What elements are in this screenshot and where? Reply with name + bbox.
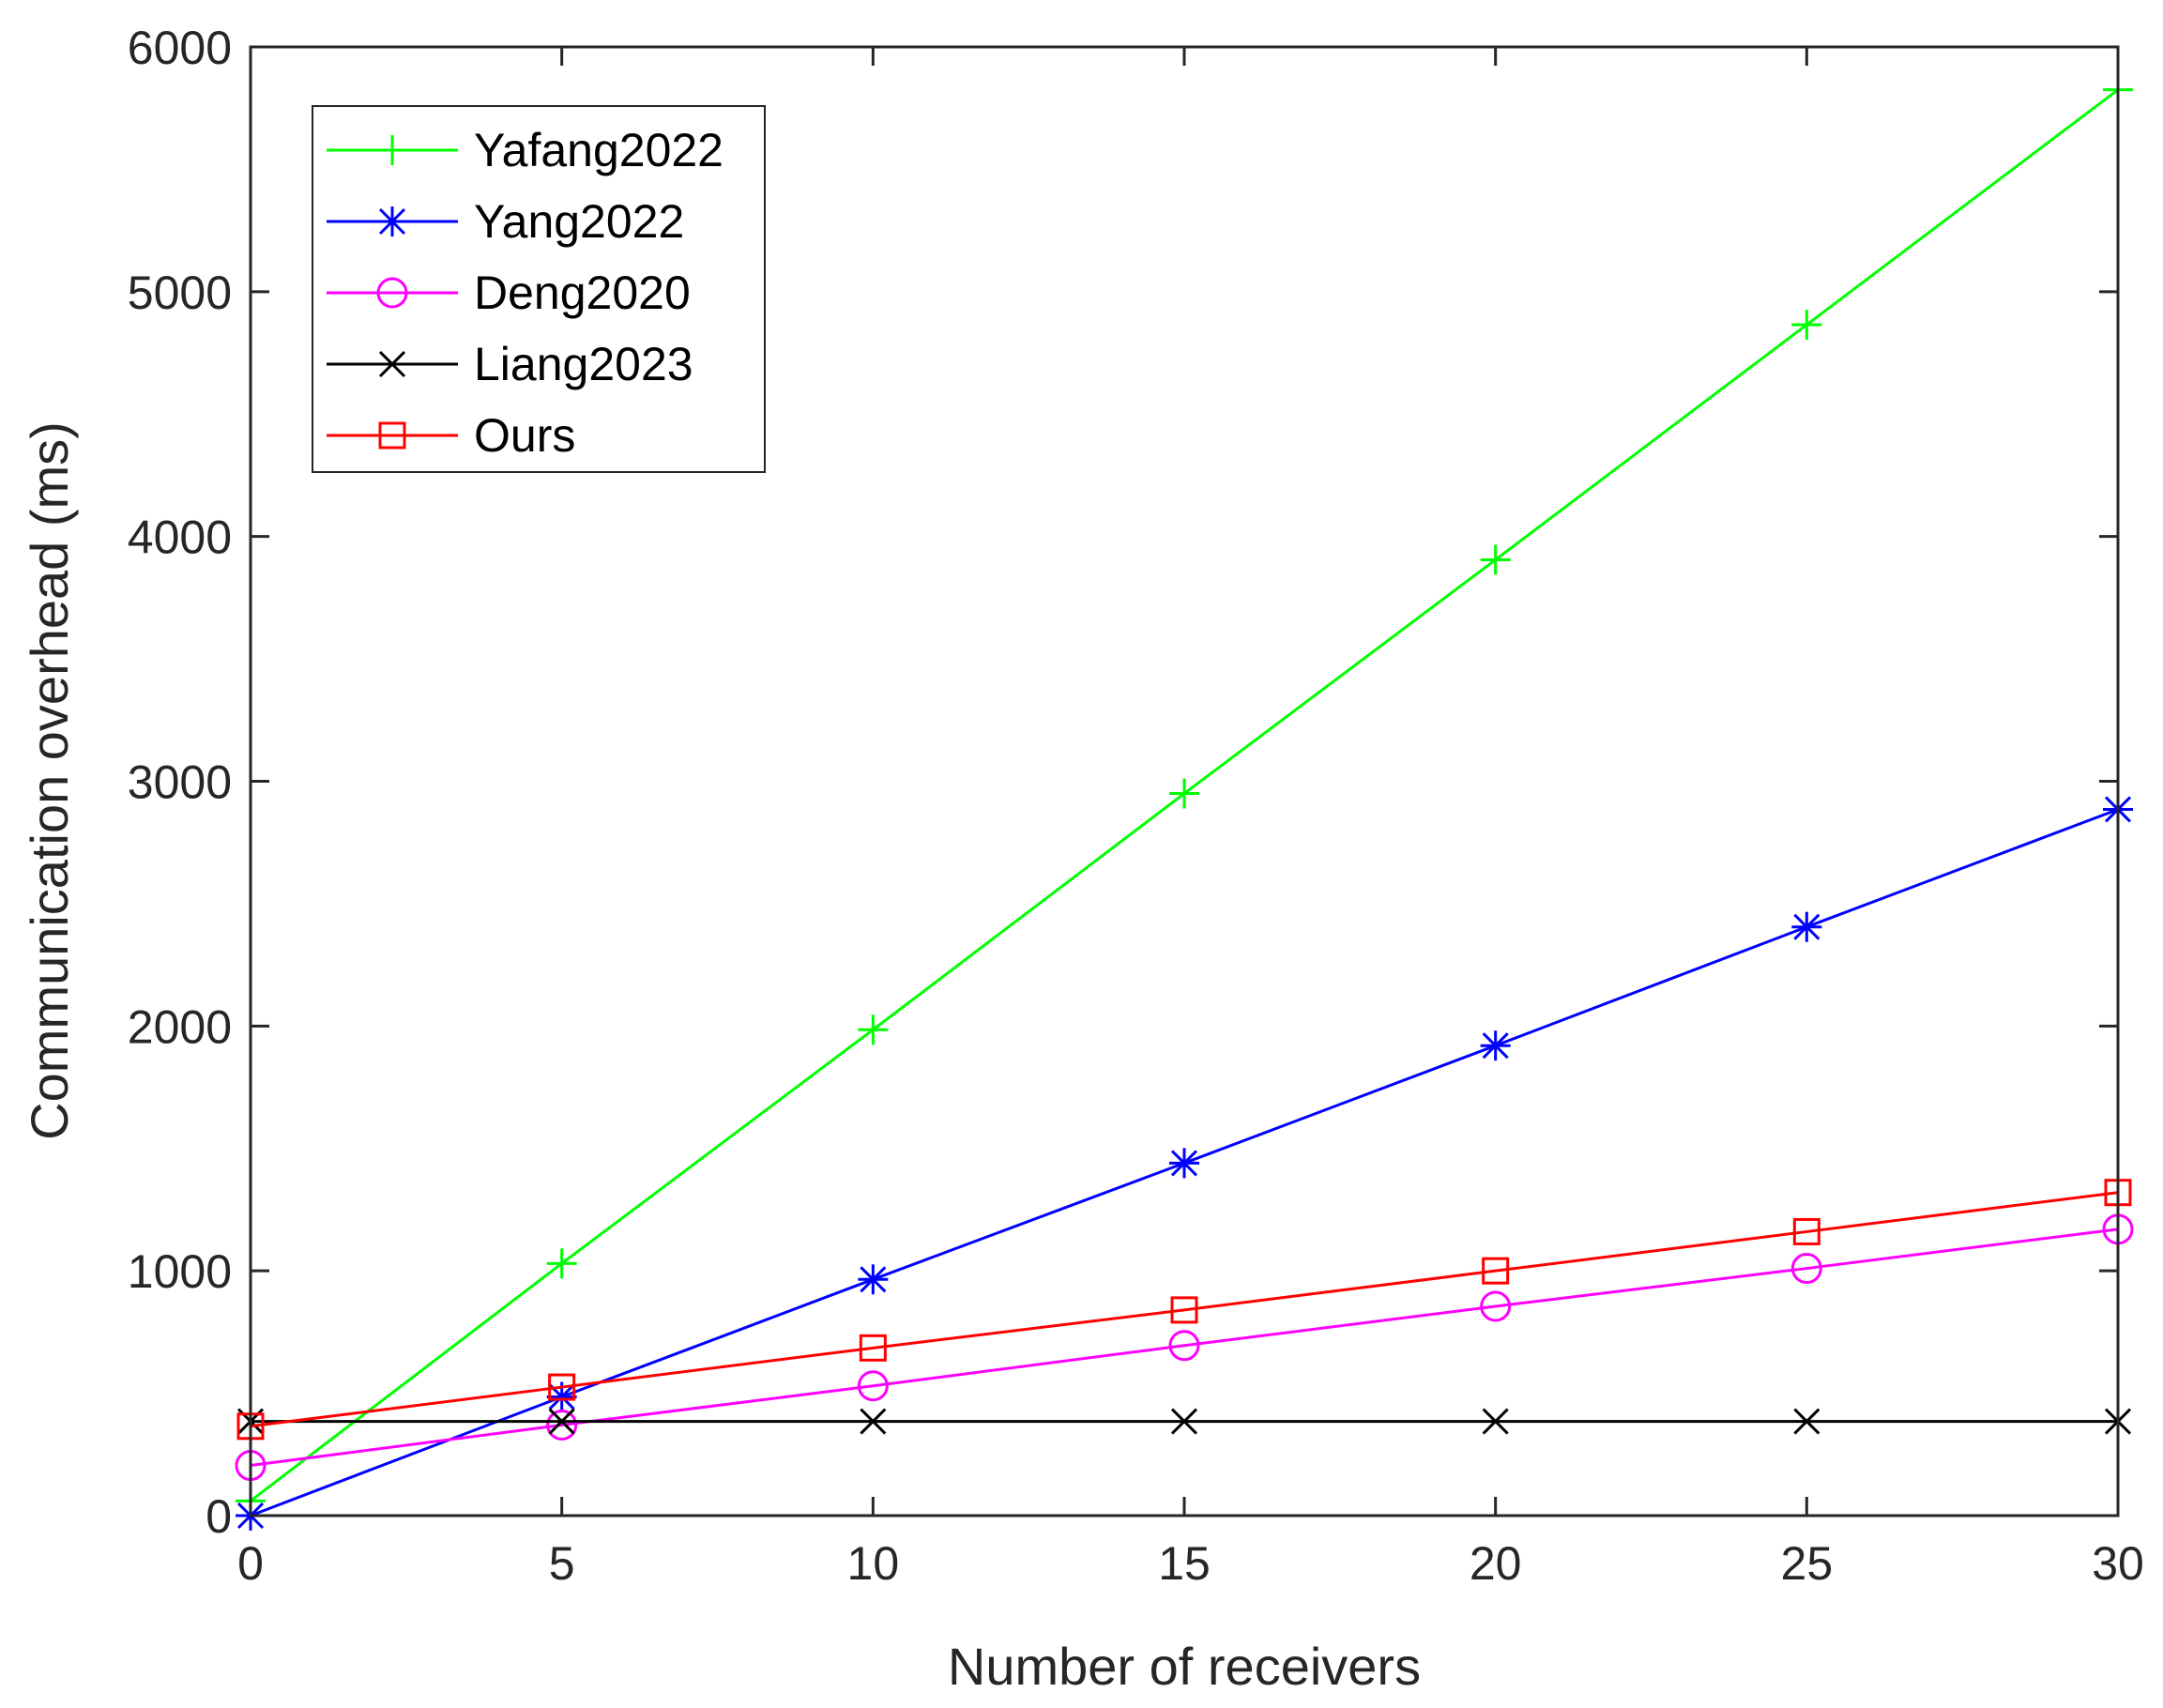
data-point-liang2023 (548, 1408, 575, 1435)
y-tick-label: 2000 (128, 1000, 232, 1053)
data-point-liang2023-b (860, 1408, 887, 1435)
data-point-liang2023-b (1170, 1408, 1198, 1435)
x-tick-label: 15 (1158, 1537, 1211, 1590)
legend-marker-ours (378, 421, 406, 450)
data-point-ours (1482, 1257, 1510, 1285)
legend-label-ours: Ours (474, 409, 575, 462)
data-point-yafang2022 (1791, 310, 1822, 341)
legend-entry-ours: Ours (327, 409, 575, 462)
data-point-yang2022 (1480, 1030, 1511, 1061)
y-tick-label: 1000 (128, 1245, 232, 1298)
data-point-yang2022-b (1793, 913, 1820, 940)
data-point-liang2023-b (1482, 1408, 1509, 1435)
legend-label-yang2022: Yang2022 (474, 195, 684, 248)
y-tick-label: 0 (206, 1490, 232, 1543)
x-tick-label: 20 (1470, 1537, 1522, 1590)
legend: Yafang2022 Yang2022 Deng2020 Liang2023 Ours (312, 105, 766, 473)
data-point-liang2023 (1482, 1408, 1509, 1435)
series-deng2020 (235, 1213, 2134, 1482)
data-point-yang2022-b (860, 1266, 887, 1293)
data-point-deng2020-ring (1790, 1253, 1822, 1285)
x-tick-label: 25 (1781, 1537, 1834, 1590)
data-point-ours (548, 1373, 576, 1401)
data-point-liang2023 (1793, 1408, 1820, 1435)
x-tick-label: 0 (237, 1537, 264, 1590)
data-point-liang2023 (860, 1408, 887, 1435)
series-line-ours (250, 1191, 2119, 1428)
data-point-yafang2022 (858, 1014, 889, 1045)
ticks-layer: 0 5 10 15 20 25 30 0 1000 2000 3000 4000 5000 6000 (128, 22, 2144, 1590)
data-point-ours (859, 1334, 887, 1362)
data-point-ours-box (548, 1373, 576, 1401)
data-point-deng2020-ring (1168, 1330, 1200, 1362)
data-point-yang2022 (858, 1264, 889, 1295)
legend-entry-yang2022: Yang2022 (327, 195, 684, 248)
y-tick-label: 4000 (128, 511, 232, 564)
legend-box (312, 105, 766, 473)
data-point-yafang2022 (546, 1248, 577, 1279)
data-point-deng2020 (1480, 1290, 1512, 1322)
data-point-deng2020 (546, 1409, 578, 1441)
x-tick-label: 30 (2092, 1537, 2144, 1590)
data-point-ours (1792, 1217, 1820, 1245)
data-point-yang2022-b (548, 1383, 575, 1411)
data-point-yang2022 (1169, 1148, 1199, 1179)
y-tick-label: 6000 (128, 22, 232, 74)
series-line-deng2020 (250, 1228, 2119, 1468)
legend-entry-liang2023: Liang2023 (327, 338, 693, 390)
data-point-ours-box (1170, 1296, 1198, 1324)
legend-label-deng2020: Deng2020 (474, 267, 691, 319)
data-point-yang2022-b (1170, 1150, 1198, 1177)
data-point-yafang2022 (1169, 778, 1199, 809)
y-tick-label: 5000 (128, 267, 232, 319)
x-tick-label: 5 (549, 1537, 575, 1590)
data-point-liang2023-b (1793, 1408, 1820, 1435)
legend-label-yafang2022: Yafang2022 (474, 124, 724, 176)
x-tick-label: 10 (847, 1537, 900, 1590)
data-point-ours-box (1792, 1217, 1820, 1245)
data-point-deng2020 (857, 1370, 889, 1402)
legend-entry-deng2020: Deng2020 (327, 267, 691, 319)
legend-marker-yang2022-b (378, 207, 406, 236)
data-point-ours-box (1482, 1257, 1510, 1285)
data-point-liang2023-b (548, 1408, 575, 1435)
data-point-yang2022-b (1482, 1032, 1509, 1060)
data-point-deng2020-ring (546, 1409, 578, 1441)
data-point-yang2022 (1791, 911, 1822, 942)
data-point-deng2020-ring (857, 1370, 889, 1402)
legend-marker-deng2020-ring (376, 277, 408, 309)
legend-marker-liang2023 (378, 350, 406, 378)
legend-label-liang2023: Liang2023 (474, 338, 693, 390)
y-tick-label: 3000 (128, 756, 232, 809)
data-point-ours (1170, 1296, 1198, 1324)
legend-entry-yafang2022: Yafang2022 (327, 124, 724, 176)
data-point-deng2020-ring (1480, 1290, 1512, 1322)
y-axis-label: Communication overhead (ms) (20, 421, 79, 1140)
legend-marker-ours-box (378, 421, 406, 450)
series-yang2022 (236, 794, 2133, 1531)
legend-marker-deng2020 (376, 277, 408, 309)
data-point-deng2020 (1790, 1253, 1822, 1285)
data-point-yafang2022 (1480, 544, 1511, 575)
data-point-liang2023 (1170, 1408, 1198, 1435)
legend-marker-yafang2022 (377, 135, 407, 165)
legend-marker-yang2022 (377, 206, 407, 236)
legend-marker-liang2023-b (378, 350, 406, 378)
data-point-deng2020 (1168, 1330, 1200, 1362)
x-axis-label: Number of receivers (948, 1637, 1421, 1696)
data-point-ours-box (859, 1334, 887, 1362)
